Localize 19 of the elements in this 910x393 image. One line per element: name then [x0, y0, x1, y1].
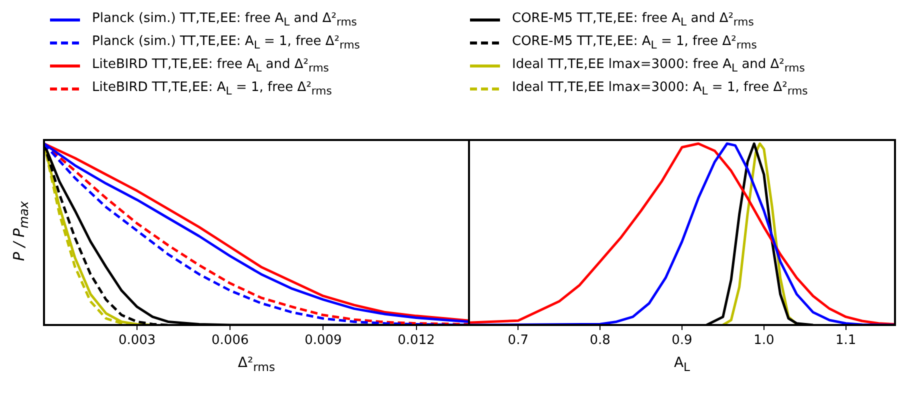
x-tick-label: 0.003: [118, 333, 156, 348]
x-tick-label: 1.0: [754, 333, 774, 348]
legend-label: Planck (sim.) TT,TE,EE: A$_{L}$ = 1, free Δ²$_{rms}$: [92, 34, 360, 52]
x-tick-label: 0.006: [212, 333, 249, 348]
legend-label: Planck (sim.) TT,TE,EE: free A$_{L}$ and Δ²$_{rms}$: [92, 10, 357, 28]
x-tick-label: 0.7: [508, 333, 528, 348]
legend-label: CORE-M5 TT,TE,EE: A$_{L}$ = 1, free Δ²$_{rms}$: [512, 34, 757, 52]
x-tick-label: 1.1: [836, 333, 856, 348]
legend-label: CORE-M5 TT,TE,EE: free A$_{L}$ and Δ²$_{rms}$: [512, 10, 754, 28]
x-tick-label: 0.009: [304, 333, 342, 348]
legend-label: LiteBIRD TT,TE,EE: A$_{L}$ = 1, free Δ²$_{rms}$: [92, 80, 332, 98]
x-axis-title: Δ²$_{rms}$: [236, 355, 276, 374]
x-tick-label: 0.8: [590, 333, 610, 348]
legend-label: Ideal TT,TE,EE lmax=3000: A$_{L}$ = 1, free Δ²$_{rms}$: [512, 80, 808, 98]
x-tick-label: 0.012: [398, 333, 435, 348]
legend-label: Ideal TT,TE,EE lmax=3000: free A$_{L}$ and Δ²$_{rms}$: [512, 56, 805, 74]
x-axis-title: A$_{L}$: [672, 355, 692, 374]
x-tick-label: 0.9: [672, 333, 692, 348]
legend-label: LiteBIRD TT,TE,EE: free A$_{L}$ and Δ²$_{rms}$: [92, 56, 329, 74]
